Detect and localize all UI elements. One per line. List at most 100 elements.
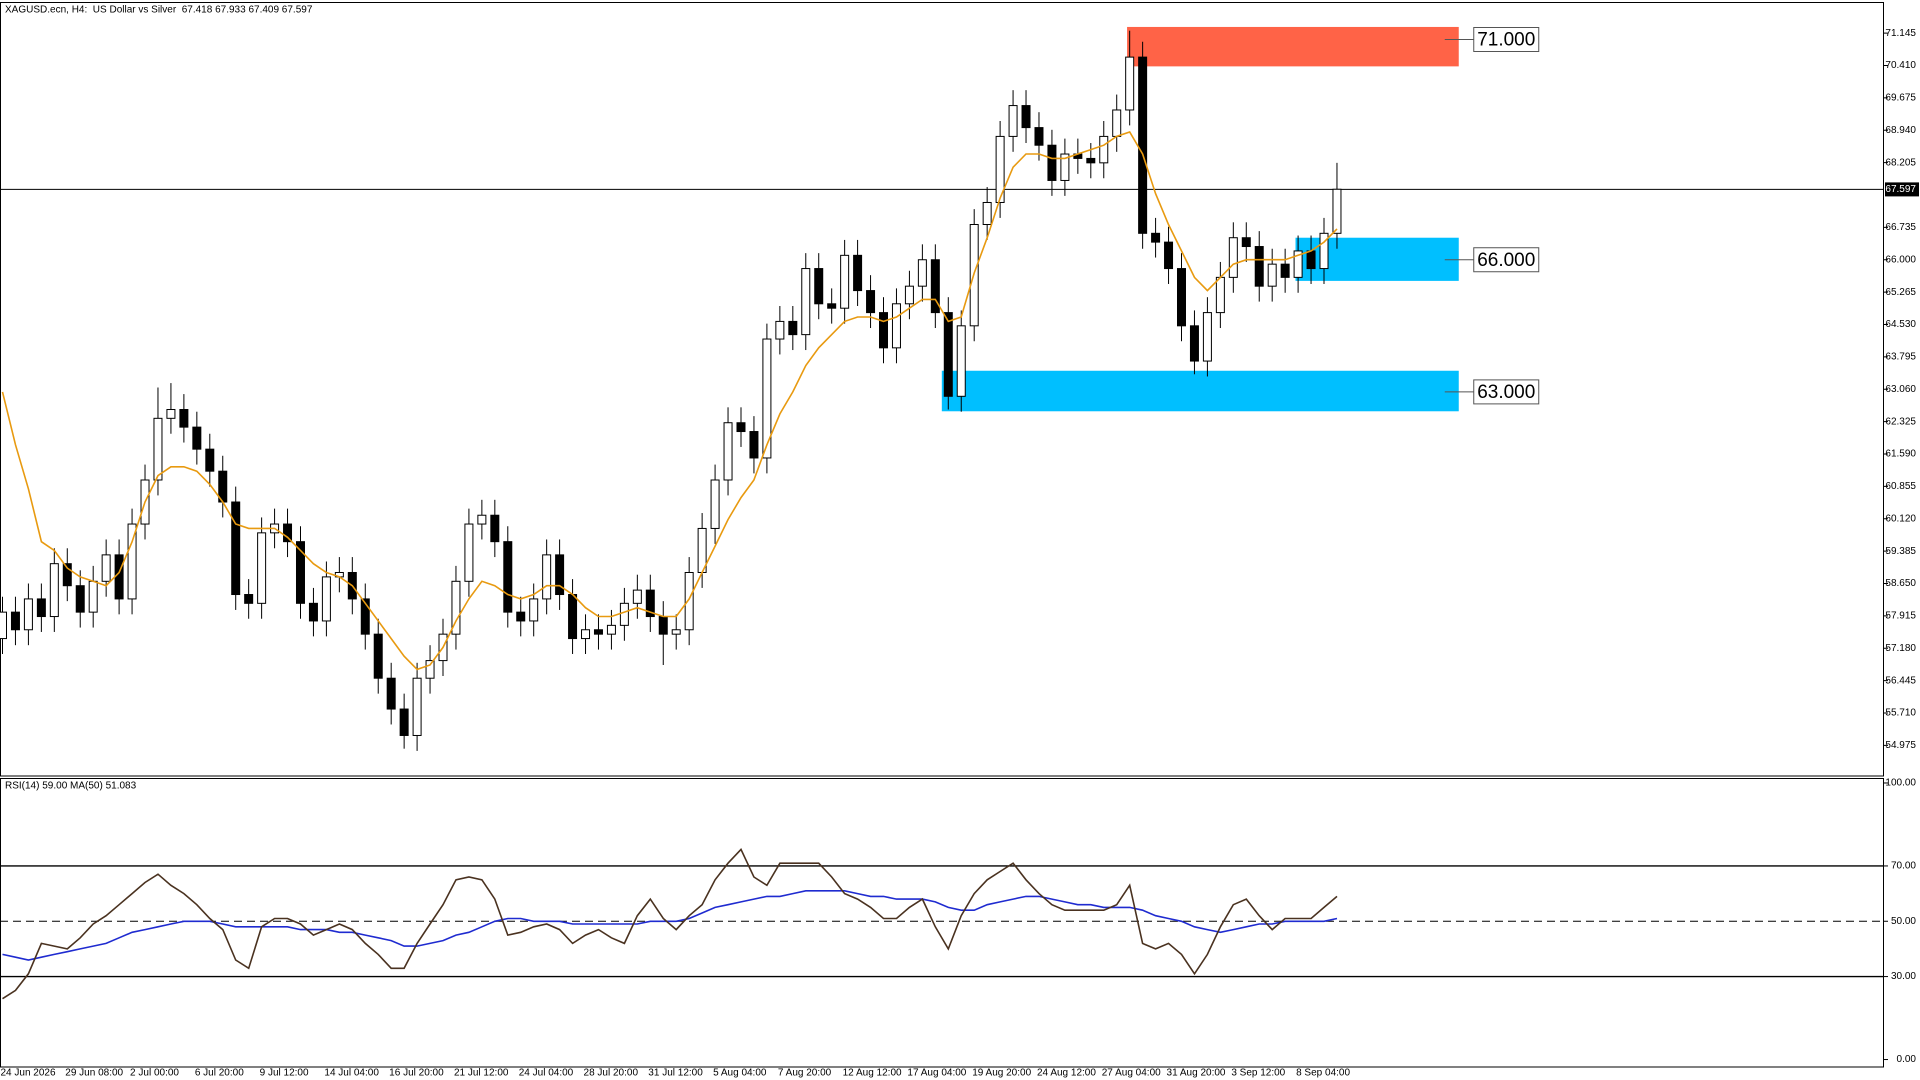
candle-body (1164, 241, 1174, 270)
candle-body (853, 254, 863, 292)
rsi-tick-label: 0.00 (1897, 1054, 1917, 1065)
candle-body (101, 554, 111, 582)
price-tick-label: 56.445 (1885, 675, 1916, 686)
x-tick-label: 24 Jun 2026 (1, 1068, 56, 1079)
candle-body (982, 201, 992, 226)
candle-body (451, 580, 461, 635)
x-tick-label: 17 Aug 04:00 (907, 1068, 966, 1079)
candle-body (1215, 276, 1225, 314)
rsi-panel (0, 778, 1884, 1068)
candle-body (283, 523, 293, 543)
candle-body (1293, 250, 1303, 278)
candle-body (373, 633, 383, 679)
candle-body (632, 589, 642, 604)
candle-body (1228, 237, 1238, 278)
candle-body (593, 629, 603, 635)
price-tick-label: 54.975 (1885, 740, 1916, 751)
candle-body (23, 598, 33, 631)
candle-body (555, 554, 565, 596)
x-tick-label: 16 Jul 20:00 (389, 1068, 444, 1079)
x-tick-label: 19 Aug 20:00 (972, 1068, 1031, 1079)
price-tick-label: 68.940 (1885, 125, 1916, 136)
x-tick-label: 27 Aug 04:00 (1102, 1068, 1161, 1079)
candle-body (762, 338, 772, 459)
price-tick-label: 60.855 (1885, 481, 1916, 492)
x-tick-label: 9 Jul 12:00 (260, 1068, 309, 1079)
candle-body (1319, 232, 1329, 270)
candle-body (10, 611, 20, 631)
price-tick-label: 60.120 (1885, 513, 1916, 524)
candle-body (503, 541, 513, 613)
candle-body (1138, 56, 1148, 234)
candle-body (801, 268, 811, 336)
candle-body (891, 303, 901, 349)
candle-body (1112, 109, 1122, 137)
candle-body (49, 563, 59, 618)
candle-body (1202, 312, 1212, 362)
candle-body (542, 554, 552, 600)
price-tick-label: 63.060 (1885, 384, 1916, 395)
candle-body (904, 285, 914, 305)
candle-body (710, 479, 720, 529)
candle-body (1280, 263, 1290, 278)
candle-body (360, 598, 370, 635)
candle-body (827, 303, 837, 309)
rsi-tick-label: 50.00 (1891, 916, 1916, 927)
candle-body (36, 598, 46, 618)
x-tick-label: 24 Jul 04:00 (519, 1068, 574, 1079)
candle-body (153, 417, 163, 481)
zone-label-box (1473, 247, 1540, 273)
price-tick-label: 57.180 (1885, 643, 1916, 654)
candle-body (88, 580, 98, 613)
x-tick-label: 6 Jul 20:00 (195, 1068, 244, 1079)
zone-label-box (1473, 379, 1540, 405)
candle-body (62, 563, 72, 587)
candle-body (930, 259, 940, 314)
current-price-label: 67.597 (1885, 184, 1916, 195)
candle-body (1047, 144, 1057, 181)
x-tick-label: 21 Jul 12:00 (454, 1068, 509, 1079)
price-tick-label: 65.265 (1885, 287, 1916, 298)
candle-body (1008, 105, 1018, 137)
candle-body (956, 325, 966, 397)
candle-body (386, 677, 396, 710)
zone-label: 63.000 (1477, 382, 1535, 403)
rsi-tick-label: 100.00 (1885, 778, 1916, 789)
rsi-title: RSI(14) 59.00 MA(50) 51.083 (5, 781, 137, 792)
candle-body (0, 611, 7, 640)
price-tick-label: 64.530 (1885, 319, 1916, 330)
price-tick-label: 61.590 (1885, 449, 1916, 460)
price-tick-label: 58.650 (1885, 578, 1916, 589)
x-tick-label: 31 Aug 20:00 (1167, 1068, 1226, 1079)
candle-body (490, 514, 500, 543)
candle-body (308, 602, 318, 622)
price-tick-label: 59.385 (1885, 546, 1916, 557)
candle-body (1034, 127, 1044, 146)
candle-body (1060, 153, 1070, 181)
candle-body (879, 312, 889, 349)
candle-body (477, 514, 487, 525)
x-tick-label: 7 Aug 20:00 (778, 1068, 832, 1079)
candle-body (1254, 246, 1264, 287)
price-tick-label: 66.000 (1885, 254, 1916, 265)
candle-body (166, 409, 176, 419)
candle-body (127, 523, 137, 600)
candle-body (645, 589, 655, 618)
price-tick-label: 66.735 (1885, 222, 1916, 233)
price-tick-label: 68.205 (1885, 157, 1916, 168)
x-tick-label: 29 Jun 08:00 (65, 1068, 123, 1079)
zone-label-box (1473, 27, 1540, 53)
candle-body (619, 602, 629, 626)
candle-body (568, 594, 578, 640)
x-tick-label: 14 Jul 04:00 (324, 1068, 379, 1079)
x-tick-label: 28 Jul 20:00 (584, 1068, 639, 1079)
candle-body (231, 501, 241, 596)
candle-body (205, 448, 215, 472)
zone-label: 66.000 (1477, 250, 1535, 271)
candle-body (775, 320, 785, 340)
candle-body (1125, 56, 1135, 111)
candle-body (244, 594, 254, 604)
candle-body (529, 598, 539, 622)
price-tick-label: 57.915 (1885, 611, 1916, 622)
